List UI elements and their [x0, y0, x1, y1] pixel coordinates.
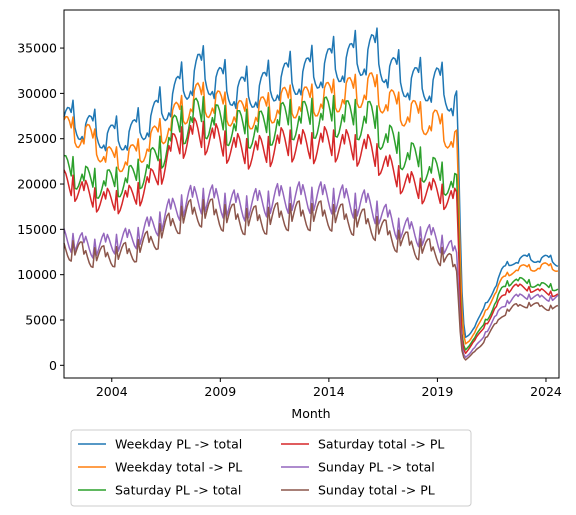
y-tick-label: 15000: [17, 222, 57, 237]
legend-label: Saturday PL -> total: [115, 483, 241, 498]
x-tick-label: 2024: [530, 384, 562, 399]
series-line: [63, 198, 559, 361]
legend-label: Weekday total -> PL: [115, 460, 242, 475]
plot-frame: [63, 9, 560, 379]
x-tick-label: 2004: [96, 384, 128, 399]
legend-label: Sunday total -> PL: [318, 483, 435, 498]
series-line: [63, 181, 559, 359]
y-tick-label: 10000: [17, 267, 57, 282]
series-line: [63, 27, 559, 339]
x-axis: 2004 2009 2014 2019 2024: [96, 378, 562, 399]
y-axis: 0 5000 10000 15000 20000 25000 30000 35000: [17, 41, 64, 373]
x-tick-label: 2019: [422, 384, 454, 399]
y-tick-label: 0: [49, 358, 57, 373]
legend-box: [70, 429, 472, 507]
y-tick-label: 30000: [17, 86, 57, 101]
y-tick-label: 25000: [17, 131, 57, 146]
series-line: [63, 94, 559, 351]
y-tick-label: 20000: [17, 177, 57, 192]
x-tick-label: 2009: [204, 384, 236, 399]
legend: Weekday PL -> total Weekday total -> PL Sa…: [70, 429, 472, 507]
series-line: [63, 72, 559, 345]
x-axis-label: Month: [291, 406, 330, 421]
y-tick-label: 5000: [25, 312, 57, 327]
legend-label: Sunday PL -> total: [318, 460, 435, 475]
series-line: [63, 117, 559, 355]
series-layer: [63, 27, 559, 361]
legend-label: Saturday total -> PL: [318, 437, 444, 452]
legend-label: Weekday PL -> total: [115, 437, 242, 452]
x-tick-label: 2014: [313, 384, 345, 399]
y-tick-label: 35000: [17, 41, 57, 56]
